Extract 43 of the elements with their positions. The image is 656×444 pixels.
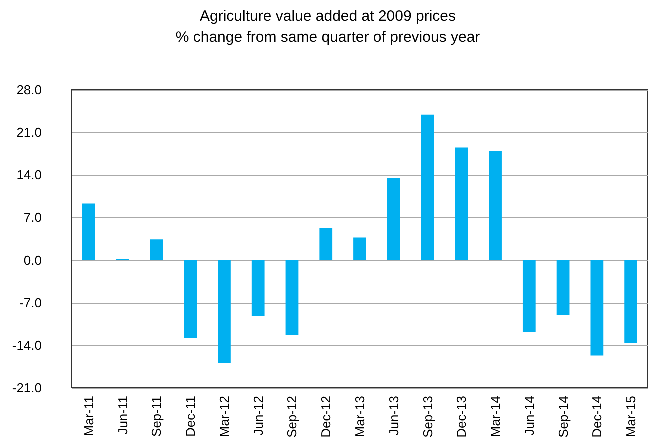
x-tick-label: Dec-14 (590, 396, 605, 438)
x-tick-label: Mar-11 (81, 396, 96, 436)
bar (184, 260, 198, 338)
bar (82, 204, 96, 260)
bar (387, 178, 400, 260)
y-tick-label: -21.0 (12, 380, 42, 396)
bar (252, 260, 265, 316)
x-tick-label: Jun-14 (522, 396, 537, 436)
x-tick-label: Dec-13 (454, 396, 470, 438)
x-tick-label: Jun-12 (250, 396, 266, 436)
y-tick-label: -7.0 (20, 295, 42, 310)
x-tick-label: Mar-12 (216, 396, 232, 438)
x-tick-label: Mar-15 (624, 396, 639, 438)
y-tick-label: 14.0 (16, 168, 42, 183)
x-tick-label: Dec-11 (183, 396, 198, 437)
y-tick-label: 21.0 (16, 125, 42, 140)
bar (354, 238, 366, 260)
x-tick-label: Dec-12 (318, 396, 334, 438)
x-tick-label: Jun-11 (115, 396, 130, 435)
x-tick-label: Sep-11 (149, 396, 164, 437)
bar (522, 260, 536, 332)
x-tick-label: Sep-13 (420, 396, 436, 438)
bar (556, 260, 570, 316)
y-tick-label: 28.0 (16, 82, 42, 98)
chart-title: Agriculture value added at 2009 prices (200, 8, 456, 25)
bar (590, 260, 604, 356)
chart-subtitle: % change from same quarter of previous year (176, 29, 480, 46)
bar (455, 148, 468, 260)
bar (320, 228, 333, 260)
x-tick-label: Mar-14 (488, 396, 504, 438)
y-tick-label: 7.0 (24, 210, 42, 226)
x-tick-label: Mar-13 (352, 396, 368, 438)
bar (150, 240, 164, 260)
bar (489, 151, 502, 260)
bar (624, 260, 638, 343)
x-tick-label: Sep-14 (556, 396, 571, 438)
y-tick-label: 0.0 (24, 252, 42, 268)
bar (286, 260, 299, 336)
y-tick-label: -14.0 (12, 338, 42, 353)
bar (421, 114, 434, 260)
x-tick-label: Jun-13 (386, 396, 402, 436)
x-tick-label: Sep-12 (284, 396, 300, 438)
bar (218, 260, 231, 364)
